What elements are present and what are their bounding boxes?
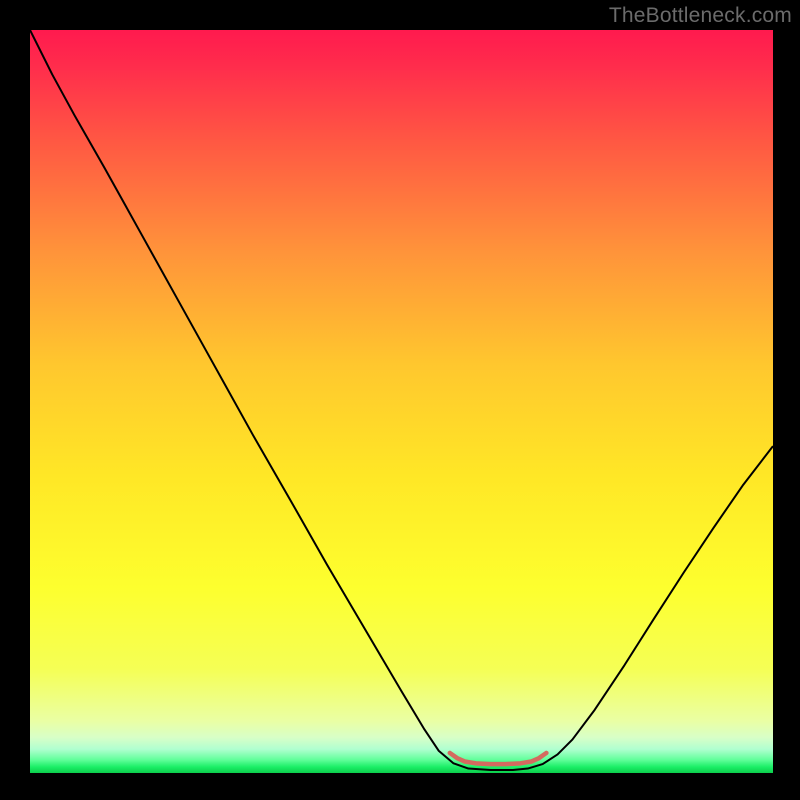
optimal-range-marker [450,753,547,764]
chart-frame: TheBottleneck.com [0,0,800,800]
watermark-label: TheBottleneck.com [609,4,792,28]
bottleneck-curve [30,30,773,770]
plot-area [30,30,773,773]
curve-layer [30,30,773,773]
